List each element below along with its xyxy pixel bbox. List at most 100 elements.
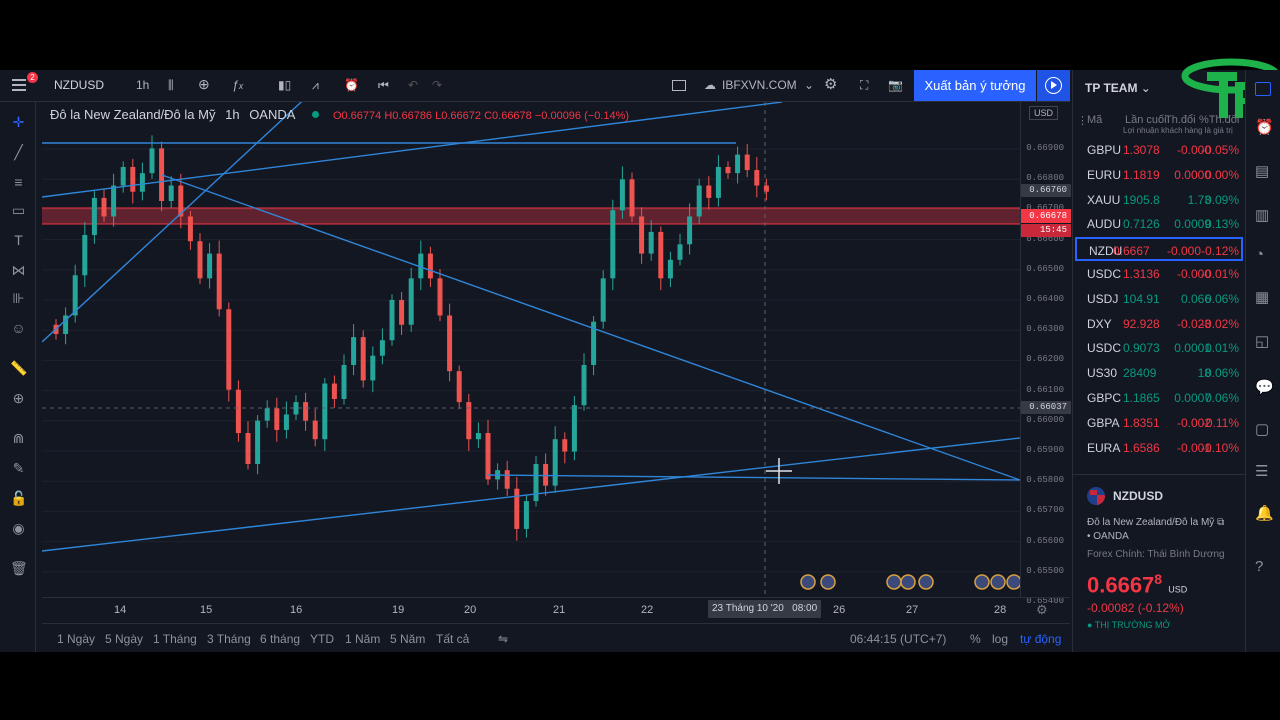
ideas-icon[interactable]: ▦ bbox=[1255, 289, 1270, 306]
watchlist-row[interactable]: GBPU 1.3078 -0.000 -0.05% bbox=[1087, 138, 1241, 162]
price-tick: 0.66300 bbox=[1026, 324, 1064, 335]
range-5y[interactable]: 5 Năm bbox=[390, 632, 426, 646]
alert-icon[interactable]: ⏰ bbox=[344, 78, 359, 92]
col-change[interactable]: Th.đổi bbox=[1165, 114, 1196, 126]
lock-icon[interactable]: 🔓 bbox=[10, 490, 28, 506]
time-label: 16 bbox=[290, 604, 303, 616]
auto-toggle[interactable]: tự động bbox=[1020, 632, 1062, 646]
measure-icon[interactable]: ⊪ bbox=[12, 290, 25, 306]
help-icon[interactable]: ? bbox=[1255, 558, 1264, 575]
watchlist-row[interactable]: NZDU 0.6667 -0.000 -0.12% bbox=[1075, 237, 1243, 262]
candle-style-icon[interactable]: ⫼ bbox=[168, 78, 174, 92]
details-symbol[interactable]: NZDUSD bbox=[1113, 489, 1163, 503]
range-1m[interactable]: 1 Tháng bbox=[153, 632, 197, 646]
currency-label[interactable]: USD bbox=[1029, 106, 1059, 120]
chevron-down-icon[interactable]: ⌄ bbox=[1140, 81, 1151, 95]
symbol-search-button[interactable]: NZDUSD bbox=[54, 78, 104, 92]
notes-icon[interactable]: ☰ bbox=[1255, 463, 1269, 480]
calendar-icon[interactable]: ◔ bbox=[1255, 246, 1265, 263]
news-icon[interactable]: ◱ bbox=[1255, 333, 1270, 350]
range-1y[interactable]: 1 Năm bbox=[345, 632, 381, 646]
data-window-icon[interactable]: ▤ bbox=[1255, 163, 1270, 180]
external-link-icon[interactable]: ⧉ bbox=[1217, 517, 1225, 528]
watchlist-row[interactable]: USDC 1.3136 -0.000 -0.01% bbox=[1087, 262, 1241, 286]
candle-body bbox=[178, 185, 184, 217]
watchlist-row[interactable]: USDJ 104.91 0.066 0.06% bbox=[1087, 287, 1241, 311]
goto-date-icon[interactable]: ⇋ bbox=[498, 632, 509, 646]
col-change-pct[interactable]: %Th.đổi bbox=[1199, 114, 1240, 126]
row-change-pct: -0.02% bbox=[1200, 316, 1239, 331]
watchlist-row[interactable]: AUDU 0.7126 0.0009 0.13% bbox=[1087, 212, 1241, 236]
range-all[interactable]: Tất cả bbox=[436, 632, 470, 646]
price-axis[interactable]: USD 0.66900 0.66800 0.66700 0.66600 0.66500 0… bbox=[1020, 102, 1071, 606]
time-axis[interactable]: 14 15 16 19 20 21 22 23 Tháng 10 '20 08:… bbox=[42, 597, 1070, 623]
log-toggle[interactable]: log bbox=[992, 632, 1009, 646]
range-6m[interactable]: 6 tháng bbox=[260, 632, 301, 646]
row-symbol: AUDU bbox=[1087, 217, 1122, 232]
undo-icon[interactable]: ↶ bbox=[408, 78, 419, 92]
watchlist-row[interactable]: US30 28409 18 0.06% bbox=[1087, 361, 1241, 385]
clock[interactable]: 06:44:15 (UTC+7) bbox=[850, 632, 947, 646]
watchlist-icon[interactable] bbox=[1255, 82, 1271, 96]
menu-icon[interactable] bbox=[12, 79, 26, 91]
range-3m[interactable]: 3 Tháng bbox=[207, 632, 251, 646]
watchlist-row[interactable]: EURA 1.6586 -0.001 -0.10% bbox=[1087, 436, 1241, 460]
chart-pane[interactable]: Đô la New Zealand/Đô la Mỹ 1h OANDA O0.6… bbox=[42, 102, 1020, 597]
candle-body bbox=[696, 185, 702, 217]
col-symbol[interactable]: Mã bbox=[1087, 114, 1103, 126]
publish-idea-button[interactable]: Xuất bản ý tưởng bbox=[914, 70, 1036, 101]
chart-type-icon[interactable]: ▮▯ bbox=[278, 78, 292, 92]
trash-icon[interactable]: 🗑 bbox=[10, 560, 28, 576]
interval-button[interactable]: 1h bbox=[136, 78, 150, 92]
alerts-icon[interactable]: ⏰ bbox=[1255, 119, 1274, 136]
col-settings-icon[interactable]: ⋮ bbox=[1077, 115, 1088, 127]
drawing-mode-icon[interactable]: ✎ bbox=[12, 460, 25, 476]
fullscreen-icon[interactable]: ⛶ bbox=[860, 78, 869, 92]
hotlist-icon[interactable]: ▥ bbox=[1255, 207, 1270, 224]
play-icon[interactable] bbox=[1037, 70, 1070, 101]
zoom-icon[interactable]: ⊕ bbox=[12, 390, 25, 406]
candle-body bbox=[274, 408, 280, 430]
watchlist-row[interactable]: DXY 92.928 -0.023 -0.02% bbox=[1087, 312, 1241, 336]
watchlist-row[interactable]: GBPA 1.8351 -0.002 -0.11% bbox=[1087, 411, 1241, 435]
camera-icon[interactable]: 📷 bbox=[888, 78, 903, 92]
indicators-icon[interactable]: ƒx bbox=[232, 78, 244, 92]
watchlist-title[interactable]: TP TEAM ⌄ bbox=[1085, 81, 1151, 95]
watchlist-row[interactable]: XAUU 1905.8 1.73 0.09% bbox=[1087, 188, 1241, 212]
magnet-icon[interactable]: ⋒ bbox=[12, 430, 25, 446]
visibility-icon[interactable]: ◉ bbox=[12, 520, 25, 536]
range-1d[interactable]: 1 Ngày bbox=[57, 632, 96, 646]
crosshair-price-label: 0.66037 bbox=[1021, 401, 1071, 414]
crosshair-icon[interactable]: ✛ bbox=[12, 114, 25, 130]
emoji-icon[interactable]: ☺ bbox=[11, 320, 26, 336]
streams-icon[interactable]: ▢ bbox=[1255, 421, 1270, 438]
cloud-icon[interactable]: ☁ bbox=[704, 78, 716, 92]
bell-icon[interactable]: 🔔 bbox=[1255, 505, 1274, 522]
ruler-icon[interactable]: 📏 bbox=[10, 360, 28, 376]
chart-svg[interactable] bbox=[42, 102, 1020, 597]
add-compare-icon[interactable]: ⊕ bbox=[198, 76, 210, 92]
layout-name[interactable]: IBFXVN.COM bbox=[722, 78, 797, 92]
candle-body bbox=[552, 439, 558, 486]
percent-toggle[interactable]: % bbox=[970, 632, 981, 646]
prediction-icon[interactable]: ⋈ bbox=[11, 262, 26, 278]
range-5d[interactable]: 5 Ngày bbox=[105, 632, 144, 646]
watchlist-row[interactable]: EURU 1.1819 0.0000 0.00% bbox=[1087, 163, 1241, 187]
watchlist-row[interactable]: GBPC 1.1865 0.0007 0.06% bbox=[1087, 386, 1241, 410]
pattern-icon[interactable]: ▭ bbox=[11, 202, 26, 218]
chevron-down-icon[interactable]: ⌄ bbox=[804, 78, 815, 92]
replay-icon[interactable]: ⏮ bbox=[378, 78, 389, 92]
fib-icon[interactable]: ≡ bbox=[14, 174, 23, 190]
settings-icon[interactable]: ⚙ bbox=[824, 76, 838, 93]
financials-icon[interactable]: ⩘ bbox=[312, 78, 319, 92]
watchlist-row[interactable]: USDC 0.9073 0.0001 0.01% bbox=[1087, 336, 1241, 360]
chat-icon[interactable]: 💬 bbox=[1255, 379, 1274, 396]
text-tool-icon[interactable]: T bbox=[14, 232, 23, 248]
redo-icon[interactable]: ↷ bbox=[432, 78, 443, 92]
col-last[interactable]: Lần cuối bbox=[1125, 114, 1167, 126]
axis-settings-icon[interactable]: ⚙ bbox=[1036, 602, 1048, 617]
layout-icon[interactable] bbox=[672, 80, 686, 91]
range-ytd[interactable]: YTD bbox=[310, 632, 334, 646]
watchlist-name[interactable]: TP TEAM bbox=[1085, 81, 1138, 95]
trend-line-icon[interactable]: ╱ bbox=[14, 144, 23, 160]
